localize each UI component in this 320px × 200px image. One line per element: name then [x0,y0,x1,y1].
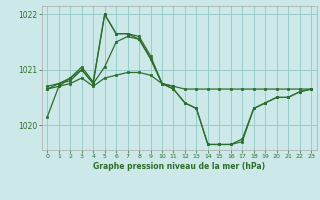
X-axis label: Graphe pression niveau de la mer (hPa): Graphe pression niveau de la mer (hPa) [93,162,265,171]
